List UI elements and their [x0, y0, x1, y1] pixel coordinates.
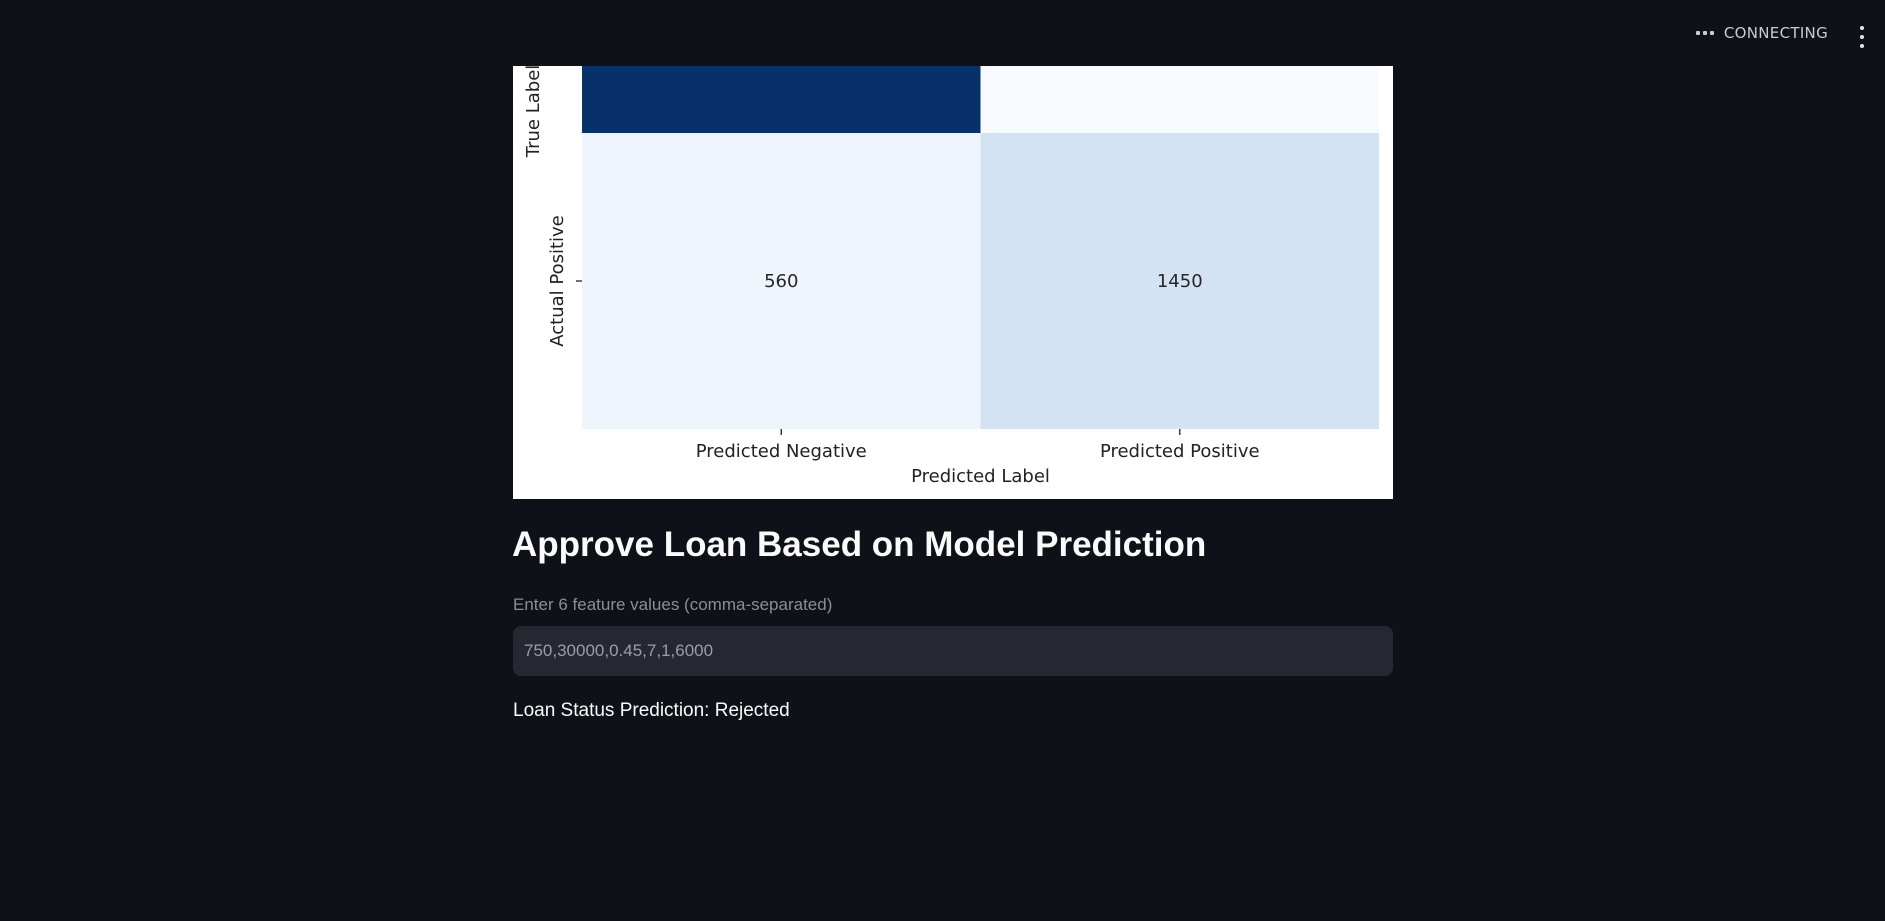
connection-status-label: CONNECTING — [1723, 24, 1828, 42]
feature-input-container[interactable] — [513, 626, 1393, 676]
heatmap-cell-value: 560 — [764, 271, 798, 292]
connection-status: CONNECTING — [1695, 24, 1828, 42]
y-axis-label: True Label — [523, 66, 544, 158]
feature-values-input[interactable] — [524, 641, 1382, 661]
feature-input-label: Enter 6 feature values (comma-separated) — [513, 595, 833, 614]
confusion-matrix-svg: 560 1450 Predicted Negative Predicted Posit… — [523, 66, 1379, 487]
prediction-result: Loan Status Prediction: Rejected — [513, 700, 790, 721]
y-tick-label: Actual Positive — [547, 215, 568, 347]
ellipsis-icon — [1695, 31, 1714, 35]
kebab-menu-icon[interactable] — [1856, 26, 1868, 48]
x-tick-label: Predicted Negative — [696, 441, 867, 462]
heatmap-cell-top-row-1 — [980, 66, 1379, 133]
x-tick-label: Predicted Positive — [1100, 441, 1260, 462]
page-heading: Approve Loan Based on Model Prediction — [512, 525, 1207, 564]
x-axis-label: Predicted Label — [911, 466, 1050, 487]
heatmap-cell — [980, 133, 1379, 429]
heatmap-cell-top-row-0 — [582, 66, 981, 133]
confusion-matrix-chart: 560 1450 Predicted Negative Predicted Posit… — [513, 66, 1393, 499]
heatmap-cell — [582, 133, 981, 429]
heatmap-cell-value: 1450 — [1157, 271, 1203, 292]
